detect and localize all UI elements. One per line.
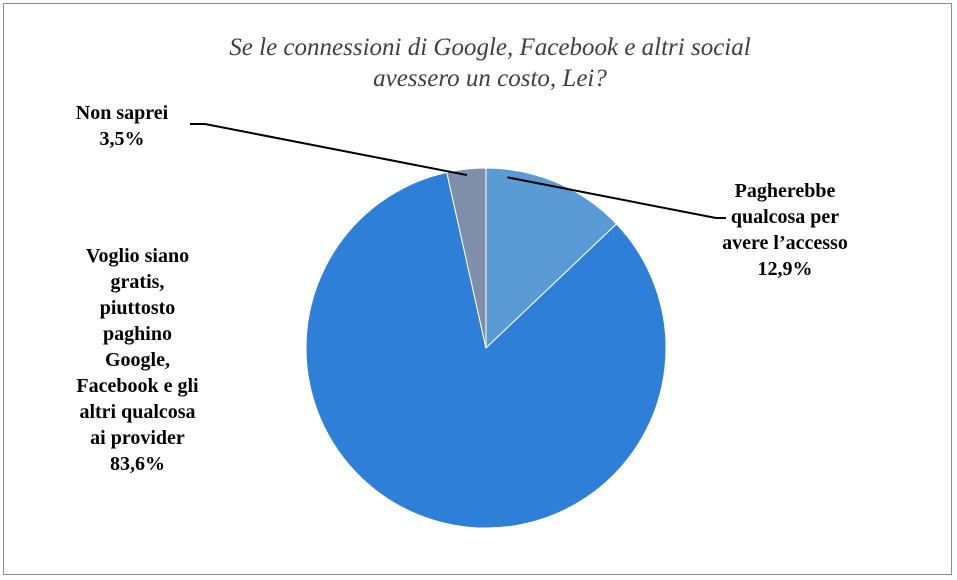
slice-label-unsure: Non saprei 3,5%: [62, 100, 182, 152]
slice-value-unsure: 3,5%: [99, 128, 145, 150]
leader-line-pay: [507, 176, 726, 219]
slice-label-pay-line-2: qualcosa per: [730, 206, 840, 228]
slice-value-free: 83,6%: [110, 453, 165, 475]
slice-label-free-line-6: Facebook e gli: [76, 375, 199, 397]
slice-label-free-line-1: Voglio siano: [85, 245, 190, 267]
chart-title-line-1: Se le connessioni di Google, Facebook e …: [229, 34, 751, 61]
slice-label-pay-line-3: avere l’accesso: [722, 232, 848, 254]
pie-slice-free: [305, 171, 667, 529]
slice-label-unsure-line-1: Non saprei: [75, 102, 169, 124]
leader-line-unsure: [190, 123, 468, 177]
slice-label-pay-line-1: Pagherebbe: [734, 180, 836, 202]
chart-frame: [3, 3, 952, 575]
chart-title: Se le connessioni di Google, Facebook e …: [60, 32, 920, 94]
slice-label-pay: Pagherebbe qualcosa per avere l’accesso …: [700, 178, 870, 282]
slice-label-free-line-8: ai provider: [90, 427, 185, 449]
slice-label-free-line-3: piuttosto: [99, 297, 176, 319]
slice-label-free-line-5: Google,: [105, 349, 170, 371]
pie-slice-pay: [485, 167, 618, 350]
chart-title-line-2: avessero un costo, Lei?: [373, 65, 607, 92]
slice-label-free-line-2: gratis,: [110, 271, 165, 293]
slice-label-free-line-7: altri qualcosa: [79, 401, 196, 423]
slice-label-free: Voglio siano gratis, piuttosto paghino G…: [55, 243, 220, 477]
pie-slice-unsure: [446, 167, 487, 349]
slice-value-pay: 12,9%: [757, 258, 813, 280]
slice-label-free-line-4: paghino: [103, 323, 172, 345]
